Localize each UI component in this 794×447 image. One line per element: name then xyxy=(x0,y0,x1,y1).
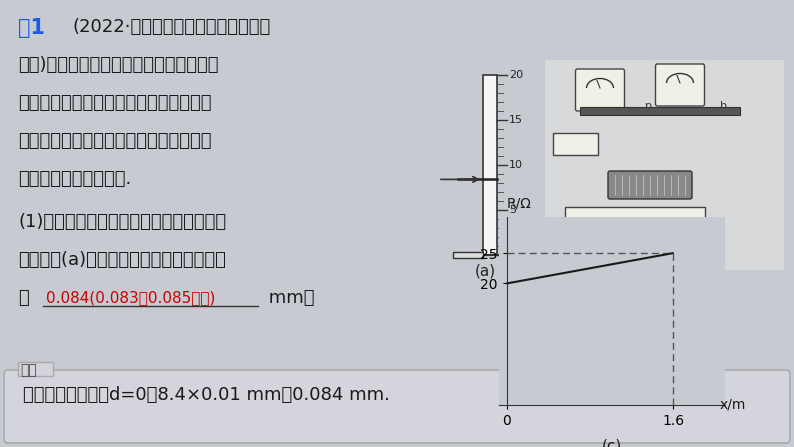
Text: (b): (b) xyxy=(649,275,671,290)
Text: 单晶铜丝的直径为d=0＋8.4×0.01 mm＝0.084 mm.: 单晶铜丝的直径为d=0＋8.4×0.01 mm＝0.084 mm. xyxy=(23,386,390,404)
Text: ＋: ＋ xyxy=(680,211,688,225)
Text: b: b xyxy=(720,101,727,111)
Text: 刻度尺: 刻度尺 xyxy=(680,95,700,105)
FancyBboxPatch shape xyxy=(656,64,704,106)
Bar xyxy=(553,133,598,155)
Text: 10: 10 xyxy=(509,160,523,170)
Bar xyxy=(483,75,497,255)
Text: 示数如图(a)所示，可读得单晶铜丝的直径: 示数如图(a)所示，可读得单晶铜丝的直径 xyxy=(18,251,225,269)
Text: (a): (a) xyxy=(475,263,495,278)
Text: (c): (c) xyxy=(602,439,622,447)
Text: R/Ω: R/Ω xyxy=(507,197,532,211)
Text: 铜作音箱线，音响的音质会更清晰，因为: 铜作音箱线，音响的音质会更清晰，因为 xyxy=(18,94,211,112)
Bar xyxy=(453,252,483,258)
Text: 例1: 例1 xyxy=(18,18,45,38)
Text: 解析: 解析 xyxy=(20,363,37,377)
Text: 单晶铜电阻率比普通铜低，右面是测量单: 单晶铜电阻率比普通铜低，右面是测量单 xyxy=(18,132,211,150)
Text: －: － xyxy=(575,211,584,225)
Text: 15: 15 xyxy=(509,115,523,125)
Text: R₀: R₀ xyxy=(555,137,569,150)
Text: p: p xyxy=(645,101,652,111)
Text: 5: 5 xyxy=(509,205,516,215)
FancyBboxPatch shape xyxy=(576,69,625,111)
Text: 20: 20 xyxy=(509,70,523,80)
FancyBboxPatch shape xyxy=(18,362,53,376)
Bar xyxy=(580,107,740,115)
Text: 0.084(0.083～0.085均可): 0.084(0.083～0.085均可) xyxy=(46,290,215,305)
Text: 期末)音箱线用于连接功放与音箱，用单晶: 期末)音箱线用于连接功放与音箱，用单晶 xyxy=(18,56,218,74)
Text: x/m: x/m xyxy=(719,397,746,412)
FancyBboxPatch shape xyxy=(4,370,790,443)
Bar xyxy=(565,207,705,225)
Text: 0: 0 xyxy=(509,250,516,260)
Text: (2022·湖北省新高考联考协作体高三: (2022·湖北省新高考联考协作体高三 xyxy=(73,18,272,36)
FancyBboxPatch shape xyxy=(608,171,692,199)
Text: a: a xyxy=(598,101,605,111)
Text: (1)用螺旋测微器测量一单晶铜丝的直径，: (1)用螺旋测微器测量一单晶铜丝的直径， xyxy=(18,213,226,231)
Text: 晶铜电阻率的实验方案.: 晶铜电阻率的实验方案. xyxy=(18,170,131,188)
Text: 为: 为 xyxy=(18,289,29,307)
Text: mm；: mm； xyxy=(263,289,314,307)
Bar xyxy=(545,60,784,270)
